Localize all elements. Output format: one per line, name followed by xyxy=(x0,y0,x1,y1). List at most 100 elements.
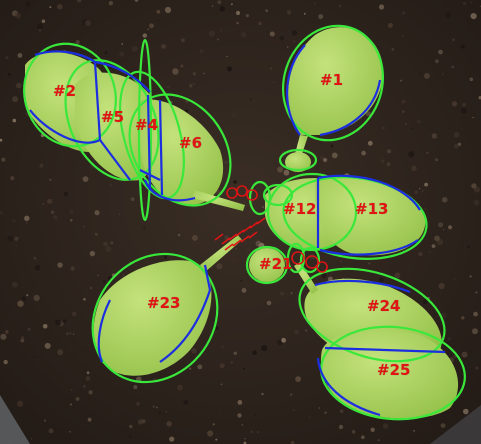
soil-speck xyxy=(183,399,189,405)
soil-speck xyxy=(438,222,444,228)
soil-speck xyxy=(129,424,133,429)
soil-speck xyxy=(233,180,237,184)
soil-speck xyxy=(24,215,30,221)
soil-speck xyxy=(235,10,241,16)
soil-speck xyxy=(283,169,290,176)
soil-speck xyxy=(12,96,19,103)
label-leaf-2: #2 xyxy=(53,82,77,100)
contour-leaf-5 xyxy=(94,60,151,181)
soil-speck xyxy=(42,324,48,329)
soil-speck xyxy=(219,28,223,32)
soil-speck xyxy=(318,14,324,20)
soil-speck xyxy=(422,299,428,305)
soil-speck xyxy=(219,363,225,369)
soil-speck xyxy=(224,160,228,164)
soil-speck xyxy=(121,43,123,45)
soil-speck xyxy=(411,165,417,171)
soil-speck xyxy=(475,291,478,294)
soil-speck xyxy=(418,187,421,190)
soil-speck xyxy=(57,262,63,268)
soil-speck xyxy=(86,371,90,375)
soil-speck xyxy=(475,366,479,370)
soil-speck xyxy=(83,297,86,301)
ellipse-overlays xyxy=(23,24,466,421)
soil-speck xyxy=(85,376,91,381)
soil-speck xyxy=(258,21,262,26)
soil-speck xyxy=(164,6,172,14)
soil-speck xyxy=(110,241,114,245)
soil-speck xyxy=(453,354,457,359)
ellipse-leaf-6 xyxy=(128,93,232,207)
soil-speck xyxy=(192,235,198,241)
soil-speck xyxy=(199,48,204,54)
soil-speck xyxy=(5,330,9,334)
soil-speck xyxy=(279,35,285,41)
soil-speck xyxy=(429,251,431,254)
soil-speck xyxy=(402,110,405,113)
soil-speck xyxy=(3,359,8,365)
soil-speck xyxy=(249,98,252,101)
soil-speck xyxy=(209,235,212,238)
soil-speck xyxy=(70,389,73,391)
soil-speck xyxy=(189,367,192,370)
soil-speck xyxy=(339,4,342,8)
soil-speck xyxy=(177,233,181,237)
soil-speck xyxy=(419,73,422,75)
soil-speck xyxy=(130,197,135,202)
soil-speck xyxy=(40,185,42,187)
soil-speck xyxy=(314,2,316,4)
soil-speck xyxy=(97,274,99,277)
soil-speck xyxy=(431,244,436,249)
soil-speck xyxy=(143,227,146,230)
soil-speck xyxy=(323,157,328,163)
soil-speck xyxy=(473,199,480,206)
soil-speck xyxy=(246,247,252,252)
leaf-13 xyxy=(315,176,426,256)
soil-speck xyxy=(331,152,338,159)
soil-speck xyxy=(63,191,69,197)
soil-speck xyxy=(172,68,179,75)
soil-speck xyxy=(12,118,17,123)
soil-speck xyxy=(237,400,243,405)
soil-speck xyxy=(87,417,92,422)
soil-speck xyxy=(424,182,428,187)
soil-speck xyxy=(250,430,253,434)
soil-speck xyxy=(26,294,29,297)
soil-speck xyxy=(303,12,306,15)
soil-speck xyxy=(325,137,327,140)
soil-speck xyxy=(453,143,459,149)
label-leaf-4: #4 xyxy=(135,116,159,134)
soil-speck xyxy=(16,400,24,407)
soil-speck xyxy=(402,11,406,15)
soil-speck xyxy=(387,22,393,28)
soil-speck xyxy=(401,99,406,104)
soil-speck xyxy=(5,56,9,60)
soil-speck xyxy=(33,294,40,302)
soil-speck xyxy=(254,414,256,416)
soil-speck xyxy=(82,225,86,228)
soil-speck xyxy=(70,219,73,222)
ellipse-leaf-25 xyxy=(320,325,466,421)
soil-speck xyxy=(226,55,228,58)
ellipse-leaf-1 xyxy=(281,24,385,142)
soil-speck xyxy=(50,210,55,214)
soil-speck xyxy=(467,245,470,249)
soil-speck xyxy=(320,155,324,160)
soil-speck xyxy=(207,430,214,437)
soil-speck xyxy=(451,101,458,107)
soil-speck xyxy=(281,337,286,343)
soil-speck xyxy=(122,274,125,277)
soil-speck xyxy=(215,326,219,330)
soil-speck xyxy=(290,292,293,294)
soil-speck xyxy=(105,246,112,253)
soil-speck xyxy=(57,349,64,356)
soil-speck xyxy=(241,288,247,293)
soil-speck xyxy=(185,109,189,113)
soil-speck xyxy=(0,211,4,215)
soil-speck xyxy=(47,198,53,204)
soil-speck xyxy=(129,435,132,438)
soil-speck xyxy=(89,286,93,290)
soil-speck xyxy=(462,1,467,6)
tray-edge-right xyxy=(430,405,481,444)
